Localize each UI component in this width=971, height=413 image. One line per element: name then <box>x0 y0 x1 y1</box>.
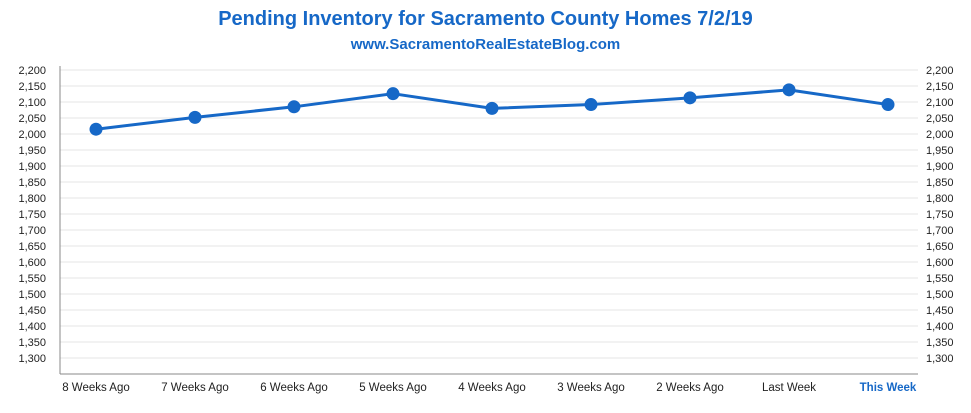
y-tick-label-right: 1,900 <box>926 161 954 173</box>
y-tick-label-right: 1,550 <box>926 273 954 285</box>
y-tick-label-left: 1,500 <box>18 289 46 301</box>
y-tick-label-left: 1,750 <box>18 209 46 221</box>
y-tick-label-left: 2,050 <box>18 113 46 125</box>
y-tick-label-left: 2,000 <box>18 129 46 141</box>
x-tick-label: 2 Weeks Ago <box>656 382 724 394</box>
data-point <box>485 101 499 115</box>
x-tick-label: 6 Weeks Ago <box>260 382 328 394</box>
x-tick-label: Last Week <box>762 382 816 394</box>
y-tick-label-left: 1,800 <box>18 193 46 205</box>
y-tick-label-right: 1,650 <box>926 241 954 253</box>
gridlines <box>60 69 918 359</box>
y-tick-label-left: 1,850 <box>18 177 46 189</box>
y-tick-label-left: 2,150 <box>18 81 46 93</box>
y-axis-left-ticks: 1,300 1,350 1,400 1,450 1,500 1,550 1,600 1,650… <box>18 65 46 365</box>
y-tick-label-left: 1,300 <box>18 353 46 365</box>
y-tick-label-left: 2,200 <box>18 65 46 77</box>
x-tick-label: 5 Weeks Ago <box>359 382 427 394</box>
x-tick-label: This Week <box>860 382 917 394</box>
y-tick-label-right: 1,400 <box>926 321 954 333</box>
y-tick-label-right: 1,750 <box>926 209 954 221</box>
y-tick-label-right: 1,850 <box>926 177 954 189</box>
y-tick-label-right: 2,000 <box>926 129 954 141</box>
y-tick-label-right: 2,200 <box>926 65 954 77</box>
y-tick-label-left: 1,700 <box>18 225 46 237</box>
chart-title: Pending Inventory for Sacramento County … <box>218 8 753 30</box>
y-axis-right-ticks: 1,300 1,350 1,400 1,450 1,500 1,550 1,600 1,650… <box>926 65 954 365</box>
data-point <box>881 98 895 112</box>
x-tick-label: 8 Weeks Ago <box>62 382 130 394</box>
x-axis-labels: 8 Weeks Ago 7 Weeks Ago 6 Weeks Ago 5 Weeks… <box>62 382 917 394</box>
x-tick-label: 3 Weeks Ago <box>557 382 625 394</box>
y-tick-label-right: 2,150 <box>926 81 954 93</box>
data-point <box>683 91 697 105</box>
y-tick-label-left: 2,100 <box>18 97 46 109</box>
data-point <box>287 100 301 114</box>
data-point <box>782 83 796 97</box>
y-tick-label-left: 1,450 <box>18 305 46 317</box>
y-tick-label-left: 1,350 <box>18 337 46 349</box>
y-tick-label-right: 1,700 <box>926 225 954 237</box>
x-tick-label: 7 Weeks Ago <box>161 382 229 394</box>
y-tick-label-right: 1,450 <box>926 305 954 317</box>
axes <box>59 66 918 375</box>
y-tick-label-right: 1,350 <box>926 337 954 349</box>
y-tick-label-left: 1,650 <box>18 241 46 253</box>
y-tick-label-right: 2,050 <box>926 113 954 125</box>
series <box>89 83 895 136</box>
y-tick-label-left: 1,550 <box>18 273 46 285</box>
data-point <box>89 122 103 136</box>
y-tick-label-right: 1,300 <box>926 353 954 365</box>
data-point <box>584 98 598 112</box>
chart-subtitle: www.SacramentoRealEstateBlog.com <box>350 36 621 53</box>
y-tick-label-right: 1,800 <box>926 193 954 205</box>
y-tick-label-right: 1,950 <box>926 145 954 157</box>
data-point <box>188 110 202 124</box>
y-tick-label-left: 1,400 <box>18 321 46 333</box>
y-tick-label-right: 1,500 <box>926 289 954 301</box>
y-tick-label-right: 1,600 <box>926 257 954 269</box>
x-tick-label: 4 Weeks Ago <box>458 382 526 394</box>
data-point <box>386 87 400 101</box>
y-tick-label-right: 2,100 <box>926 97 954 109</box>
y-tick-label-left: 1,900 <box>18 161 46 173</box>
y-tick-label-left: 1,950 <box>18 145 46 157</box>
y-tick-label-left: 1,600 <box>18 257 46 269</box>
